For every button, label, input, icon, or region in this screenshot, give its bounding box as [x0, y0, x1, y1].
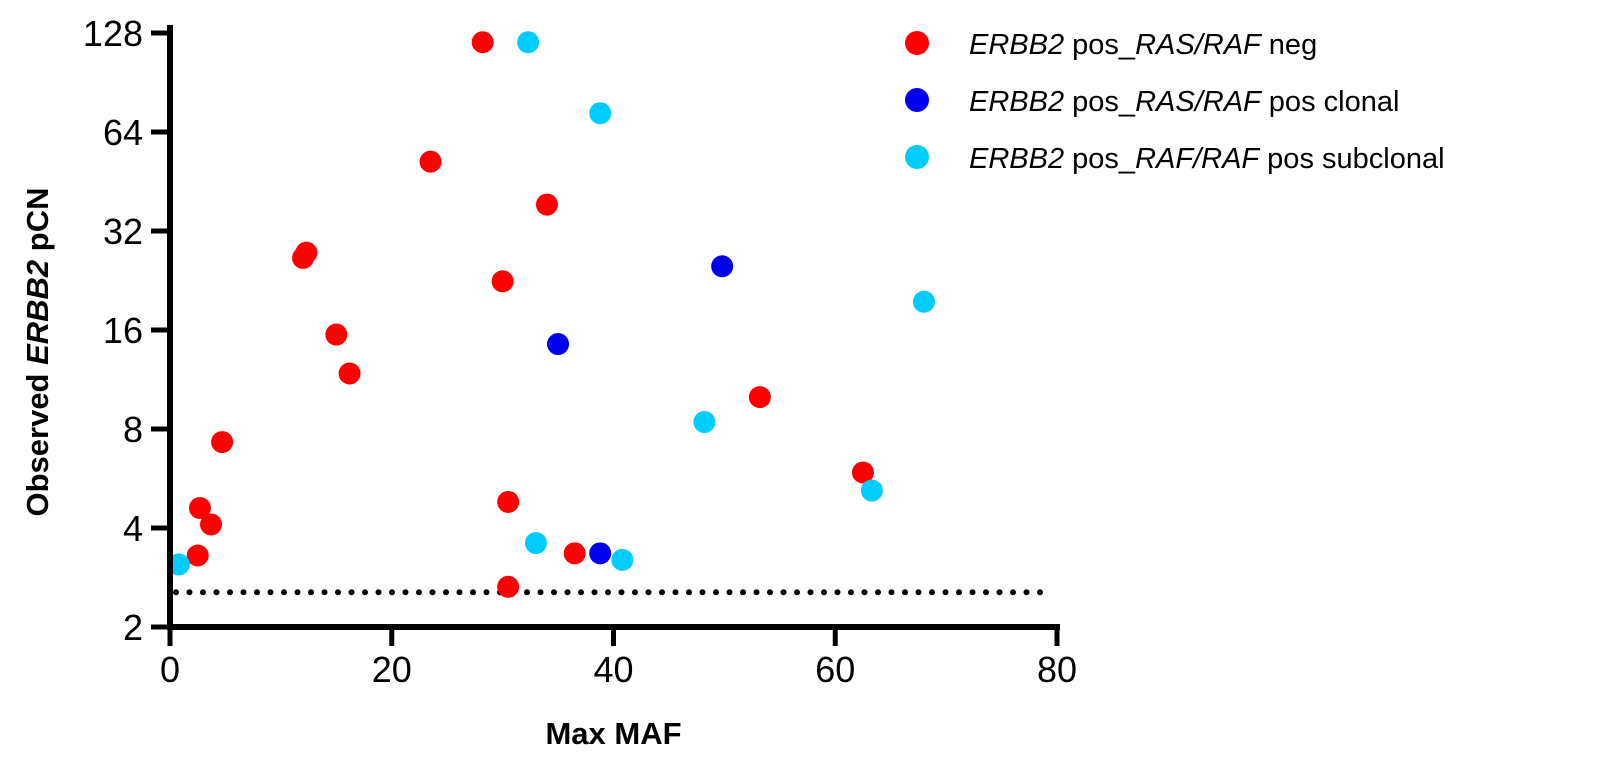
legend-label-0: ERBB2 pos_RAS/RAF neg: [969, 29, 1317, 61]
y-axis-title-post: pCN: [20, 187, 55, 259]
x-tick-label-80: 80: [1037, 649, 1077, 690]
legend-label-1-part-2: RAS/RAF: [1135, 86, 1263, 118]
x-tick-label-40: 40: [593, 649, 633, 690]
point-s0-2: [535, 193, 558, 216]
point-s0-10: [851, 461, 874, 484]
legend-label-1: ERBB2 pos_RAS/RAF pos clonal: [969, 86, 1399, 118]
y-axis-title-pre: Observed: [20, 365, 55, 517]
point-s0-11: [497, 490, 520, 513]
point-s2-6: [611, 548, 634, 571]
point-s2-3: [693, 411, 716, 434]
point-s0-12: [188, 497, 211, 520]
x-tick-label-60: 60: [815, 649, 855, 690]
legend-label-2-part-1: pos_: [1064, 143, 1136, 175]
point-s2-7: [167, 553, 190, 576]
y-axis-title-gene: ERBB2: [20, 260, 55, 365]
point-s0-9: [211, 431, 234, 454]
legend-label-2-part-0: ERBB2: [969, 143, 1064, 175]
axes-layer: [167, 25, 1060, 630]
ticks-layer: 0 20 40 60 80 2 4 8 16 32 64 128: [83, 13, 1077, 690]
point-s0-6: [325, 323, 348, 346]
legend-label-0-part-3: neg: [1261, 29, 1317, 61]
point-s0-7: [338, 362, 361, 385]
y-tick-label-64: 64: [103, 112, 143, 153]
point-s2-1: [589, 102, 612, 125]
point-s1-2: [589, 542, 612, 565]
point-s0-8: [748, 386, 771, 409]
y-axis-title: Observed ERBB2 pCN: [20, 187, 55, 516]
point-s0-15: [186, 544, 209, 567]
legend-label-0-part-1: pos_: [1064, 29, 1136, 61]
point-s2-2: [912, 290, 935, 313]
y-tick-label-4: 4: [123, 508, 143, 549]
point-s2-0: [517, 31, 540, 54]
legend-label-0-part-2: RAS/RAF: [1135, 29, 1263, 61]
legend-label-1-part-0: ERBB2: [969, 86, 1064, 118]
legend-label-1-part-3: pos clonal: [1261, 86, 1400, 118]
y-tick-label-32: 32: [103, 211, 143, 252]
y-tick-label-2: 2: [123, 607, 143, 648]
point-s0-0: [471, 31, 494, 54]
y-tick-label-16: 16: [103, 310, 143, 351]
point-s1-0: [711, 255, 734, 278]
x-axis-title: Max MAF: [545, 716, 681, 751]
legend-label-2-part-3: pos subclonal: [1259, 143, 1444, 175]
legend-label-2: ERBB2 pos_RAF/RAF pos subclonal: [969, 143, 1445, 175]
point-s0-1: [419, 150, 442, 173]
y-tick-label-128: 128: [83, 13, 143, 54]
legend-marker-0: [905, 31, 929, 55]
legend-label-2-part-2: RAF/RAF: [1135, 143, 1261, 175]
point-s2-4: [860, 479, 883, 502]
point-s0-13: [200, 513, 223, 536]
point-s0-14: [563, 542, 586, 565]
points-layer: [167, 31, 935, 598]
point-s1-1: [547, 333, 570, 356]
x-tick-label-20: 20: [372, 649, 412, 690]
legend-marker-2: [905, 145, 929, 169]
legend-label-0-part-0: ERBB2: [969, 29, 1064, 61]
point-s0-5: [491, 270, 514, 293]
point-s0-4: [292, 246, 315, 269]
legend-label-1-part-1: pos_: [1064, 86, 1136, 118]
y-tick-label-8: 8: [123, 409, 143, 450]
point-s0-16: [497, 575, 520, 598]
point-s2-5: [524, 532, 547, 555]
legend-marker-1: [905, 88, 929, 112]
x-tick-label-0: 0: [160, 649, 180, 690]
